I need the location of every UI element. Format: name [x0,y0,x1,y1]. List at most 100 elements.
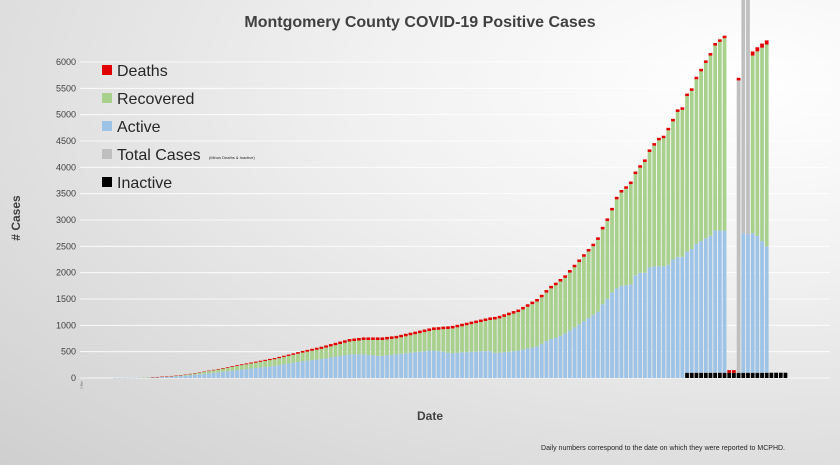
bar-stack [736,77,741,378]
bar-deaths [464,322,469,326]
bar-stack [685,93,689,378]
bar-stack [352,338,357,378]
bar-stack [778,372,783,378]
bar-stack [230,366,235,378]
bar-active [708,235,713,373]
bar-stack [741,0,746,378]
bar-recovered [717,41,722,231]
x-tick-label: 3-Mar [79,381,83,389]
bar-active [596,311,600,378]
bar-deaths [689,88,694,91]
bar-stack [436,327,441,378]
bar-stack [192,373,197,378]
bar-recovered [249,363,253,369]
bar-recovered [244,364,249,370]
bar-stack [478,319,483,378]
bar-stack [361,337,366,378]
bar-active [291,362,296,378]
bar-stack [624,186,628,378]
bar-recovered [525,306,530,349]
bar-inactive [694,372,699,378]
bar-recovered [600,229,605,305]
bar-active [432,350,436,378]
bar-recovered [253,362,258,368]
bar-deaths [680,107,685,110]
bar-deaths [638,165,643,168]
bar-active [296,361,300,378]
bar-recovered [605,220,610,299]
bar-deaths [610,207,614,211]
bar-active [230,370,235,378]
bar-inactive [755,372,760,378]
legend-label-total-cases: Total Cases [117,147,201,164]
bar-recovered [699,71,703,242]
bar-recovered [366,339,371,355]
bar-deaths [699,68,703,72]
bar-active [338,355,343,378]
bar-stack [357,337,361,378]
bar-recovered [521,309,525,350]
bar-active [750,233,755,373]
y-tick-label: 4000 [56,162,76,172]
bar-stack [441,326,446,378]
bar-stack [469,321,474,378]
bar-deaths [614,196,619,200]
bar-active [272,365,277,378]
bar-deaths [577,259,582,263]
bar-active [342,355,347,378]
bar-deaths [713,43,718,46]
bar-recovered [347,341,352,355]
bar-recovered [614,199,619,289]
bar-deaths [361,337,366,340]
bar-active [403,353,408,378]
bar-inactive [708,372,713,378]
bar-deaths [291,353,296,355]
bar-stack [600,226,605,378]
bar-deaths [394,335,399,339]
bar-inactive [750,372,755,378]
bar-recovered [333,345,338,357]
legend-swatch-active [102,121,112,131]
bar-recovered [310,350,314,361]
bar-active [647,267,652,378]
bar-active [150,377,155,378]
bar-deaths [478,319,483,323]
bar-recovered [371,339,375,356]
bar-deaths [319,346,324,349]
bar-deaths [563,275,568,278]
chart-title: Montgomery County COVID-19 Positive Case… [244,14,595,31]
bar-deaths [516,309,521,313]
bar-stack [582,254,586,378]
bar-recovered [314,349,319,360]
bar-recovered [488,319,493,352]
bar-active [174,376,178,378]
bar-active [389,354,394,378]
bar-active [399,353,403,378]
y-tick-label: 500 [61,347,76,357]
bar-inactive [760,372,764,378]
bar-deaths [380,337,385,340]
bar-stack [586,248,591,378]
bar-deaths [586,248,591,252]
bar-inactive [778,372,783,378]
bar-stack [286,354,291,378]
bar-inactive [685,372,689,378]
bar-active [605,299,610,378]
bar-deaths [525,304,530,307]
bar-recovered [469,324,474,352]
bar-stack [769,372,774,378]
bar-inactive [746,372,750,378]
bar-deaths [642,159,647,162]
bar-recovered [582,256,586,322]
bar-inactive [732,372,736,378]
bar-recovered [207,371,211,374]
bar-stack [483,318,488,378]
bar-recovered [694,79,699,244]
bar-recovered [638,167,643,273]
bar-stack [197,372,202,378]
bar-active [267,366,272,378]
bar-recovered [319,348,324,360]
bar-recovered [338,343,343,356]
bar-stack [553,282,558,378]
